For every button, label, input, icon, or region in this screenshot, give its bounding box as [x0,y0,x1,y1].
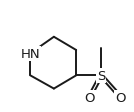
Text: HN: HN [21,47,40,60]
Text: O: O [116,91,126,104]
Text: O: O [84,91,95,104]
Text: S: S [97,69,105,82]
